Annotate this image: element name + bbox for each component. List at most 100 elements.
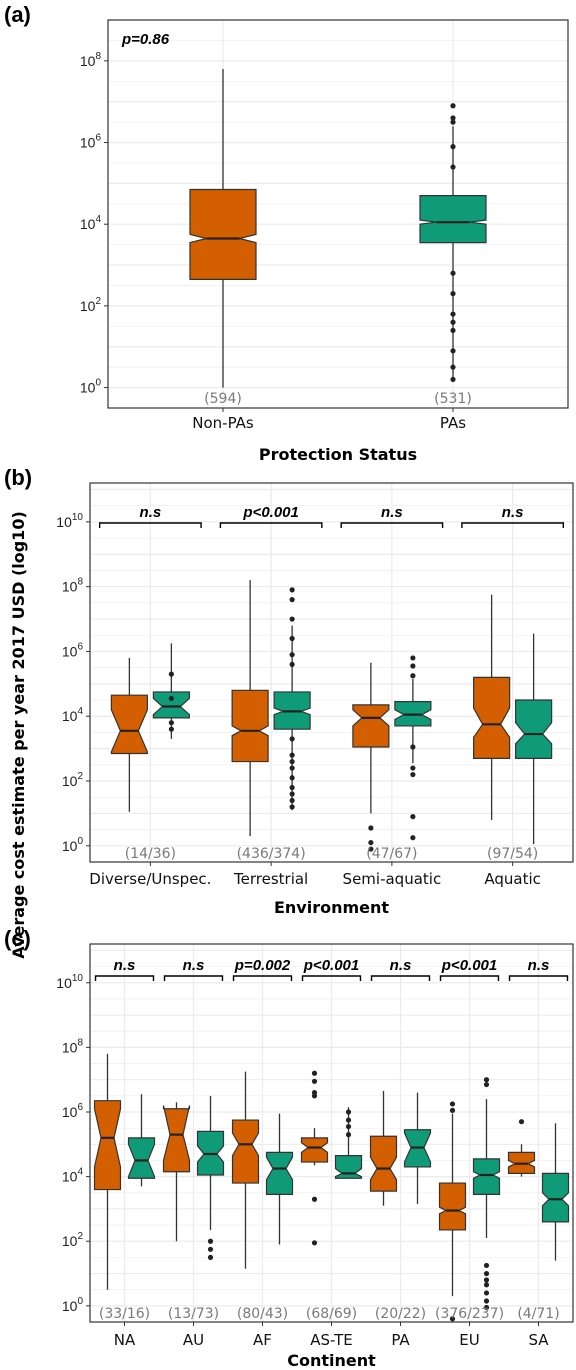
outlier-point: [289, 758, 295, 765]
box-eu-non_pa: [438, 1101, 467, 1322]
outlier-point: [289, 635, 295, 642]
y-tick-label: 104: [80, 214, 102, 232]
outlier-point: [450, 119, 456, 125]
count-label: (594): [204, 391, 242, 407]
box-semi-aquatic-non_pa: [352, 662, 390, 852]
count-label: (531): [434, 391, 472, 407]
box-au-pa: [196, 1095, 225, 1260]
outlier-point: [289, 752, 295, 758]
outlier-point: [311, 1070, 318, 1076]
box-body: [189, 188, 257, 280]
outlier-point: [518, 1119, 525, 1125]
outlier-point: [168, 695, 174, 702]
count-label: (13/73): [168, 1306, 219, 1322]
outlier-point: [450, 311, 456, 317]
outlier-point: [450, 115, 456, 121]
significance-bracket: [370, 975, 431, 981]
y-tick-label: 106: [62, 641, 84, 659]
plot-border: [89, 943, 574, 1323]
significance-label: n.s: [114, 957, 136, 974]
outlier-point: [368, 846, 374, 852]
category-label: PAs: [440, 414, 466, 432]
outlier-point: [207, 1254, 214, 1260]
outlier-point: [168, 671, 174, 677]
x-axis-title: Continent: [287, 1351, 376, 1370]
panel-b: 100 102 104 106 108 1010 (14/36) (436/374) (47/6…: [4, 465, 574, 917]
box-body: [369, 1135, 398, 1192]
box-semi-aquatic-pa: [394, 655, 432, 841]
p-value-annotation: p=0.86: [121, 31, 170, 48]
count-label: (14/36): [125, 846, 176, 862]
box-na-non_pa: [93, 1053, 122, 1290]
outlier-point: [449, 1101, 456, 1107]
y-tick-label: 102: [62, 1231, 84, 1249]
outlier-point: [483, 1262, 490, 1269]
outlier-point: [483, 1282, 490, 1288]
outlier-point: [410, 814, 416, 820]
box-body: [300, 1137, 329, 1163]
outlier-point: [368, 839, 374, 846]
y-tick-label: 104: [62, 1167, 84, 1185]
significance-label: n.s: [502, 504, 524, 521]
x-axis-title: Protection Status: [259, 445, 417, 464]
box-aquatic-non_pa: [473, 594, 511, 820]
box-non-pas-non_pa: [189, 69, 257, 388]
outlier-point: [410, 835, 416, 841]
outlier-point: [450, 270, 456, 276]
box-body: [127, 1137, 156, 1179]
count-label: (80/43): [237, 1306, 288, 1322]
outlier-point: [450, 376, 456, 383]
category-label: PA: [391, 1331, 410, 1349]
category-label: Non-PAs: [192, 414, 254, 432]
count-label: (97/54): [487, 846, 538, 862]
box-terrestrial-non_pa: [231, 580, 269, 837]
plot-area: [108, 20, 568, 408]
category-label: EU: [459, 1331, 479, 1349]
outlier-point: [289, 765, 295, 771]
count-label: (436/374): [237, 846, 306, 862]
outlier-point: [450, 319, 456, 325]
box-body: [334, 1155, 363, 1179]
significance-bracket: [219, 522, 323, 528]
significance-label: n.s: [390, 957, 412, 974]
y-tick-label: 100: [62, 836, 84, 854]
box-body: [110, 694, 148, 755]
panel-tag: (a): [4, 2, 31, 27]
outlier-point: [289, 784, 295, 791]
outlier-point: [450, 144, 456, 150]
outlier-point: [449, 1107, 456, 1113]
box-body: [162, 1105, 191, 1173]
plot-border: [107, 19, 569, 409]
outlier-point: [311, 1078, 318, 1084]
y-tick-label: 100: [62, 1296, 84, 1314]
outlier-point: [289, 804, 295, 810]
outlier-point: [289, 791, 295, 797]
outlier-point: [410, 771, 416, 778]
y-tick-label: 108: [62, 1037, 84, 1055]
panel-a: 100 102 104 106 108 (594) (531) p=0.86 Non-PAs PA…: [4, 2, 569, 464]
box-af-pa: [265, 1113, 294, 1245]
significance-bracket: [508, 975, 569, 981]
significance-label: p<0.001: [242, 504, 298, 521]
box-as-te-pa: [334, 1107, 363, 1179]
category-label: AF: [253, 1331, 272, 1349]
y-tick-label: 1010: [56, 973, 83, 991]
significance-bracket: [461, 522, 565, 528]
box-body: [541, 1172, 570, 1223]
outlier-point: [449, 1316, 456, 1322]
significance-bracket: [439, 975, 500, 981]
outlier-point: [345, 1117, 352, 1123]
box-sa-non_pa: [507, 1119, 536, 1177]
y-tick-label: 108: [62, 577, 84, 595]
outlier-point: [450, 364, 456, 370]
count-label: (33/16): [99, 1306, 150, 1322]
y-axis-title: Average cost estimate per year 2017 USD …: [9, 511, 28, 959]
box-eu-pa: [472, 1077, 501, 1311]
significance-bracket: [98, 522, 202, 528]
box-pas-pa: [419, 103, 487, 383]
box-body: [152, 691, 190, 719]
outlier-point: [410, 655, 416, 661]
outlier-point: [289, 736, 295, 742]
outlier-point: [289, 797, 295, 804]
count-label: (376/237): [435, 1306, 504, 1322]
